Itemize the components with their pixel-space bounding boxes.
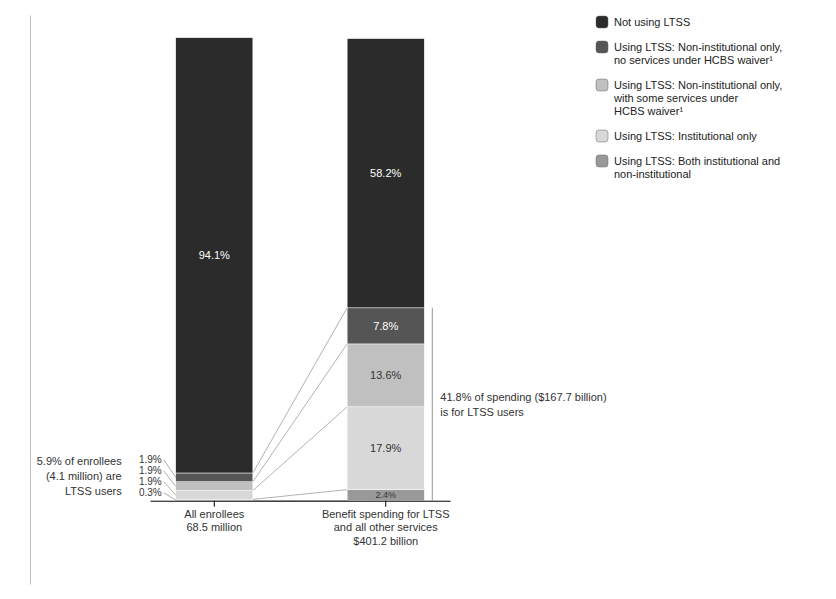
legend-swatch	[596, 130, 608, 142]
legend-swatch	[596, 155, 608, 167]
data-label: 0.3%	[139, 487, 162, 498]
tick-mark	[385, 501, 386, 507]
legend-swatch	[596, 79, 608, 91]
x-axis-line	[151, 501, 451, 502]
data-label: 17.9%	[370, 442, 401, 454]
data-label: 7.8%	[373, 320, 398, 332]
tick-mark	[214, 501, 215, 507]
leader-line	[164, 460, 176, 478]
legend-label: Using LTSS: Both institutional andnon-in…	[614, 155, 780, 180]
tick: All enrollees68.5 million	[184, 501, 244, 534]
legend-label: Using LTSS: Non-institutional only,no se…	[614, 41, 782, 66]
data-label: 94.1%	[199, 249, 230, 261]
data-label: 1.9%	[139, 476, 162, 487]
connector-line	[253, 308, 347, 473]
legend-item: Not using LTSS	[596, 16, 690, 28]
leader-line	[164, 471, 176, 486]
annotation-line	[432, 308, 433, 501]
tick-label: Benefit spending for LTSSand all other s…	[322, 508, 450, 548]
connector-line	[253, 490, 347, 500]
y-axis	[30, 16, 31, 585]
y-axis-line	[30, 16, 31, 585]
plot-area	[176, 38, 425, 501]
leader-line	[164, 493, 176, 500]
bar-segment	[176, 482, 253, 491]
tick: Benefit spending for LTSSand all other s…	[322, 501, 450, 547]
annotation: 41.8% of spending ($167.7 billion)is for…	[440, 391, 606, 418]
legend: Not using LTSS Using LTSS: Non-institutio…	[596, 16, 782, 180]
data-label: 58.2%	[370, 167, 401, 179]
data-label: 13.6%	[370, 369, 401, 381]
chart: All enrollees68.5 million Benefit spendin…	[0, 0, 836, 599]
bar-segment	[347, 344, 424, 407]
legend-item: Using LTSS: Institutional only	[596, 130, 757, 142]
legend-item: Using LTSS: Both institutional andnon-in…	[596, 155, 780, 180]
connector-line	[253, 344, 347, 482]
data-labels: 94.1%2.4%17.9%13.6%7.8%58.2%0.3%1.9%1.9%…	[139, 167, 402, 500]
legend-swatch	[596, 41, 608, 53]
bar-segment	[176, 38, 253, 473]
legend-label: Not using LTSS	[614, 16, 690, 28]
bar-segment	[176, 473, 253, 482]
annotation: 5.9% of enrollees(4.1 million) areLTSS u…	[37, 455, 122, 497]
data-label: 1.9%	[139, 465, 162, 476]
legend-label: Using LTSS: Non-institutional only,with …	[613, 79, 782, 117]
tick-label: All enrollees68.5 million	[184, 508, 244, 534]
bar-segment	[347, 407, 424, 490]
bar-segment	[347, 490, 424, 501]
x-axis: All enrollees68.5 million Benefit spendin…	[151, 501, 451, 547]
legend-label: Using LTSS: Institutional only	[614, 130, 757, 142]
legend-swatch	[596, 16, 608, 28]
annotations: 5.9% of enrollees(4.1 million) areLTSS u…	[37, 308, 607, 501]
bar-segment	[347, 308, 424, 344]
data-label: 2.4%	[375, 490, 396, 500]
legend-item: Using LTSS: Non-institutional only,with …	[596, 79, 782, 117]
legend-item: Using LTSS: Non-institutional only,no se…	[596, 41, 782, 66]
bar-segment	[176, 491, 253, 500]
bar-segment	[347, 39, 424, 308]
data-label: 1.9%	[139, 454, 162, 465]
